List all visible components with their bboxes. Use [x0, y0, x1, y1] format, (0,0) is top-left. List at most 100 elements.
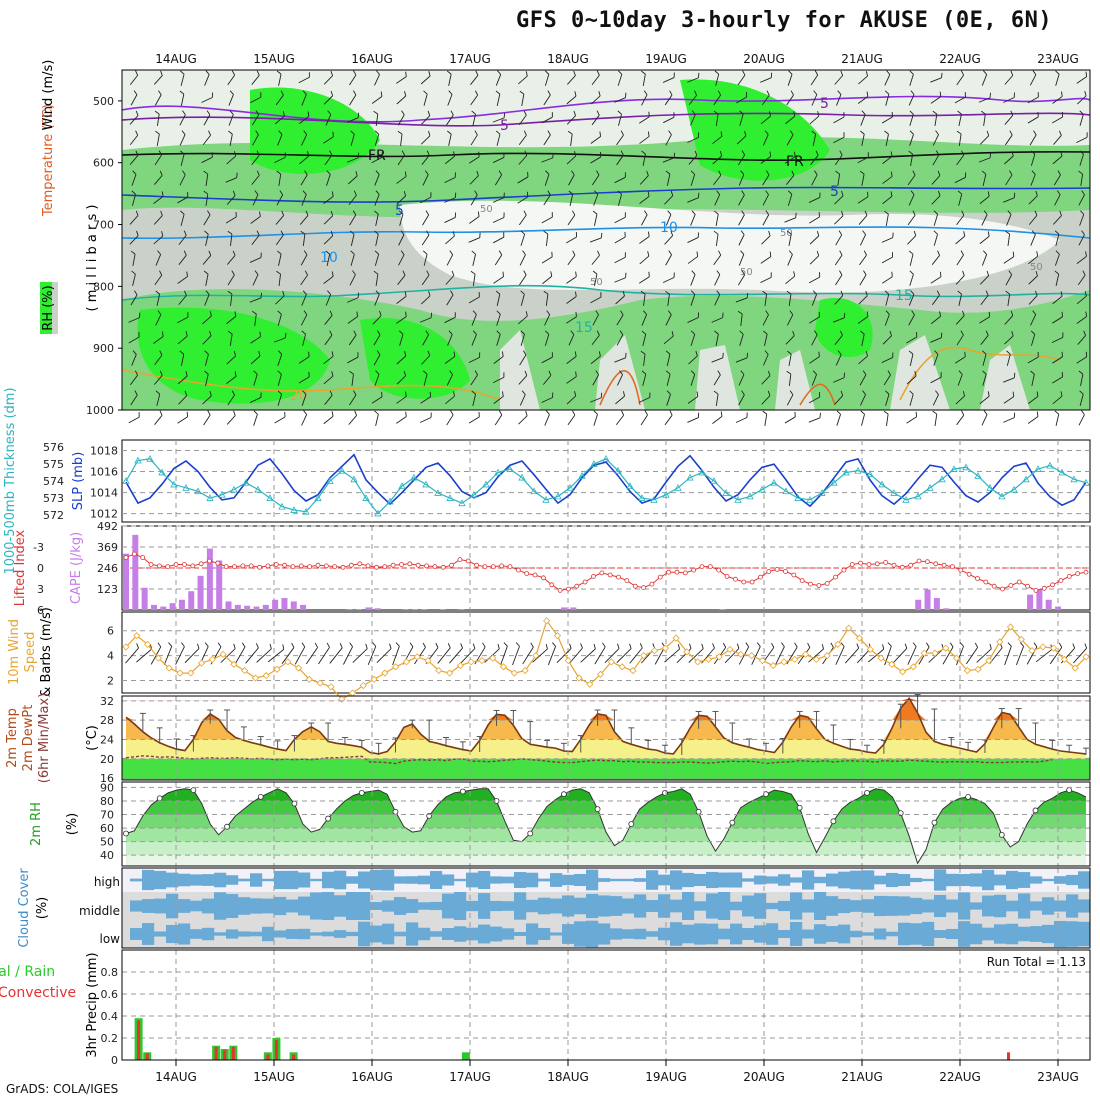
- wind10m-barb-16: [318, 647, 330, 665]
- wind-barb-p10-3: [205, 274, 209, 286]
- wind-barb-p11-13: [446, 294, 454, 306]
- wind-barb-p1-2: [180, 94, 185, 106]
- cloud-cell-2: [310, 932, 323, 936]
- wind-barb-p16-0-flag: [134, 390, 138, 396]
- cape-bar: [141, 587, 148, 610]
- wind-barb-p7-11: [399, 214, 404, 226]
- wind-barb-p9-15-flag: [498, 250, 503, 256]
- wind-barb-p3-35: [979, 135, 990, 145]
- wind-barb-p1-11-flag: [404, 91, 407, 97]
- cape-bar: [188, 591, 195, 610]
- wind10m-barb-18-flag: [349, 642, 353, 647]
- wind-barb-p3-4: [229, 134, 233, 146]
- wind-barb-p15-8: [323, 375, 334, 385]
- cloud-cell-1: [790, 892, 803, 920]
- wind-barb-p4-21-flag: [641, 150, 646, 155]
- cloud-cell-2: [514, 931, 527, 937]
- cloud-cell-1: [262, 898, 275, 914]
- wind-barb-p5-11-flag: [404, 171, 407, 177]
- wind-barb-p17-2: [177, 416, 188, 424]
- wind10m-tick-2: 6: [107, 625, 114, 638]
- wind10m-barb-31-flag: [503, 642, 508, 647]
- wind-barb-p1-14: [470, 94, 479, 106]
- wind-barb-p12-7: [300, 314, 308, 326]
- wind-barb-p6-29: [834, 195, 844, 205]
- wind10m-speed-point: [650, 647, 659, 655]
- wind-axis-label: Wind (m/s): [41, 60, 56, 131]
- wind-barb-p11-29: [834, 295, 844, 305]
- wind10m-barb-65: [907, 646, 917, 665]
- wind-barb-p2-12: [421, 115, 431, 125]
- wind-barb-p12-34: [955, 315, 965, 325]
- wind-barb-p9-27-flag: [788, 250, 793, 255]
- wind-barb-p8-16-flag: [520, 230, 525, 235]
- wind-barb-p14-15: [493, 355, 504, 365]
- lifted-index-point: [540, 575, 546, 581]
- wind-barb-p14-6: [277, 354, 283, 366]
- wind-barb-p9-36: [1003, 256, 1015, 264]
- wind-barb-p16-26-flag: [767, 390, 771, 396]
- wind10m-speed-point: [758, 657, 766, 665]
- wind-barb-p17-24-flag: [720, 411, 723, 417]
- wind-barb-p3-26-flag: [764, 130, 769, 135]
- cloud-cell-1: [814, 892, 827, 920]
- wind-barb-p15-4-flag: [234, 371, 237, 377]
- wind-barb-p17-16: [518, 415, 528, 425]
- wind-barb-p2-24: [715, 113, 719, 127]
- wind-barb-p0-38: [1055, 74, 1060, 86]
- wind-barb-p12-36: [1004, 315, 1014, 325]
- rh-point: [392, 808, 399, 815]
- wind-barb-p15-33: [930, 376, 942, 384]
- wind10m-speed-point: [478, 657, 486, 665]
- wind-barb-p3-3: [202, 134, 211, 146]
- contour-label-15: 50: [1030, 262, 1043, 273]
- cape-bar: [1055, 606, 1062, 610]
- wind-barb-p10-14: [472, 273, 476, 287]
- wind-barb-p14-33: [933, 354, 939, 366]
- contour-label-6: 15: [575, 320, 593, 336]
- wind-barb-p4-5-flag: [256, 150, 260, 156]
- wind-barb-p9-38-flag: [1055, 250, 1060, 255]
- wind10m-barb-12-flag: [282, 644, 285, 650]
- wind10m-barb-73-flag: [1007, 642, 1012, 647]
- wind-barb-p14-34: [954, 356, 966, 364]
- wind-barb-p16-5: [249, 397, 262, 403]
- thickness-point: [890, 489, 898, 496]
- wind-barb-p16-18-flag: [573, 390, 577, 397]
- wind-barb-p5-18-flag: [571, 170, 575, 175]
- wind-barb-p5-2-flag: [181, 170, 186, 175]
- wind-barb-p13-19-flag: [596, 330, 600, 336]
- wind-barb-p12-18-flag: [575, 311, 577, 317]
- wind-barb-p4-20-flag: [620, 150, 624, 156]
- wind-barb-p14-35: [982, 354, 987, 366]
- wind-barb-p17-7: [301, 414, 308, 426]
- cloud-cell-2: [406, 922, 419, 946]
- wind-barb-p11-30-flag: [865, 290, 868, 296]
- cloud-cell-2: [910, 923, 923, 945]
- wind-barb-p1-17-flag: [547, 90, 551, 96]
- wind-barb-p12-17-flag: [546, 310, 551, 315]
- lifted-index-point: [215, 560, 221, 566]
- wind-barb-p12-15: [496, 314, 501, 326]
- wind-barb-p8-6-flag: [280, 230, 284, 236]
- wind-barb-p13-19: [591, 334, 600, 346]
- wind-barb-p2-36-flag: [1010, 110, 1014, 116]
- wind-barb-p6-32-flag: [910, 190, 915, 195]
- wind-barb-p5-1-flag: [159, 170, 163, 176]
- pressure-tick-label-1: 600: [93, 157, 114, 170]
- wind-barb-p13-37: [1030, 334, 1036, 346]
- wind-barb-p5-34: [954, 176, 966, 184]
- wind-barb-p17-38: [1055, 414, 1060, 426]
- wind-barb-p4-22: [662, 157, 675, 163]
- wind-barb-p13-37-flag: [1030, 330, 1036, 335]
- wind-barb-p2-30: [860, 114, 866, 126]
- wind10m-speed-point: [413, 653, 421, 661]
- wind-barb-p10-17-flag: [550, 271, 553, 277]
- cloud-cell-0: [922, 878, 935, 882]
- wind10m-barb-66-flag: [926, 642, 930, 648]
- lifted-index-axis-label: Lifted Index: [13, 529, 28, 606]
- lifted-index-point: [515, 567, 521, 573]
- wind-barb-p17-39-flag: [1081, 410, 1085, 415]
- wind-barb-p5-6-flag: [276, 170, 282, 175]
- cloud-cell-1: [634, 894, 647, 918]
